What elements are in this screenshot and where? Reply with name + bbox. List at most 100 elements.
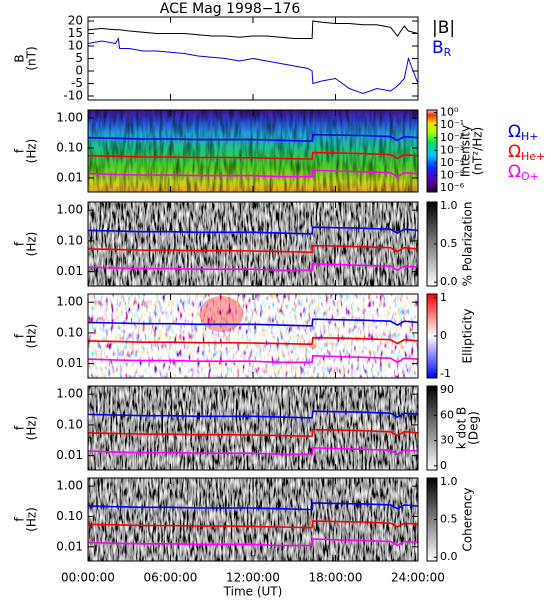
colorbar-tick-label: 60 bbox=[440, 408, 454, 421]
y-tick-label: 5 bbox=[75, 51, 83, 65]
data-line bbox=[87, 446, 419, 456]
data-line bbox=[87, 336, 419, 345]
x-tick-label: 06:00:00 bbox=[144, 571, 198, 585]
legend-name: B bbox=[432, 38, 444, 58]
x-tick-label: 18:00:00 bbox=[309, 571, 363, 585]
y-axis-label: f bbox=[13, 425, 27, 430]
colorbar bbox=[426, 109, 438, 193]
data-line bbox=[87, 20, 419, 39]
spectrogram-image bbox=[88, 202, 418, 286]
spectrogram-texture bbox=[88, 110, 418, 192]
colorbar-tick-label: 10⁻⁶ bbox=[440, 181, 465, 194]
chart-title: ACE Mag 1998−176 bbox=[160, 1, 301, 17]
y-tick-label: 0.01 bbox=[56, 170, 83, 184]
y-tick-label: 0 bbox=[75, 64, 83, 78]
y-axis-label: (Hz) bbox=[25, 139, 39, 164]
y-axis-label: (Hz) bbox=[25, 232, 39, 257]
data-line bbox=[87, 318, 419, 327]
data-line bbox=[87, 262, 419, 272]
x-axis-label: Time (UT) bbox=[223, 585, 283, 599]
legend-entry: ΩO+ bbox=[508, 162, 539, 183]
legend-name: |B| bbox=[432, 18, 455, 38]
y-tick-label: 0.01 bbox=[56, 356, 83, 370]
spectrogram-image bbox=[88, 294, 418, 378]
y-axis-label: (Hz) bbox=[25, 507, 39, 532]
data-line bbox=[87, 169, 419, 178]
plot-frame bbox=[87, 385, 419, 471]
colorbar-label: Intensity bbox=[459, 125, 473, 177]
spectrogram-patch bbox=[199, 296, 244, 332]
data-line bbox=[87, 151, 419, 160]
y-tick-label: 1.00 bbox=[56, 479, 83, 493]
plot-frame bbox=[87, 16, 419, 101]
y-tick-label: 0.01 bbox=[56, 264, 83, 278]
y-tick-label: 0.10 bbox=[56, 509, 83, 523]
plot-frame bbox=[87, 477, 419, 562]
colorbar-label: (Deg) bbox=[467, 411, 481, 445]
colorbar-tick-label: 1.0 bbox=[440, 199, 458, 212]
legend-name: Ω bbox=[508, 162, 521, 182]
legend-name: Ω bbox=[508, 122, 521, 142]
colorbar-tick-label: 0.0 bbox=[440, 550, 458, 563]
y-tick-label: 20 bbox=[68, 14, 83, 28]
y-tick-label: 0.10 bbox=[56, 140, 83, 154]
data-line bbox=[87, 410, 419, 419]
y-axis-label: (nT) bbox=[25, 46, 39, 70]
plot-frame bbox=[87, 293, 419, 379]
colorbar-tick-label: 30 bbox=[440, 434, 454, 447]
y-tick-label: 0.10 bbox=[56, 325, 83, 339]
data-line bbox=[87, 244, 419, 253]
legend-entry: ΩH+ bbox=[508, 122, 539, 143]
plot-frame bbox=[87, 201, 419, 287]
colorbar-tick-label: 0 bbox=[440, 329, 447, 342]
legend-subscript: R bbox=[444, 46, 452, 59]
legend-entry: |B| bbox=[432, 18, 455, 38]
y-tick-label: 0.01 bbox=[56, 539, 83, 553]
data-line bbox=[87, 133, 419, 142]
y-tick-label: 0.10 bbox=[56, 233, 83, 247]
legend-entry: ΩHe+ bbox=[508, 142, 545, 163]
data-line bbox=[87, 226, 419, 235]
legend-subscript: O+ bbox=[521, 170, 539, 183]
plot-frame bbox=[87, 109, 419, 193]
y-axis-label: (Hz) bbox=[25, 416, 39, 441]
colorbar-label: (nT²/Hz) bbox=[471, 127, 485, 175]
spectrogram-image bbox=[88, 386, 418, 470]
data-line bbox=[87, 36, 419, 95]
y-tick-label: 0.01 bbox=[56, 448, 83, 462]
x-tick-label: 12:00:00 bbox=[226, 571, 280, 585]
legend-name: Ω bbox=[508, 142, 521, 162]
colorbar-tick-label: 90 bbox=[440, 383, 454, 396]
colorbar-tick-label: 10⁰ bbox=[440, 106, 459, 119]
colorbar-label: Coherency bbox=[461, 487, 475, 551]
colorbar-tick-label: 10⁻⁵ bbox=[440, 169, 464, 182]
colorbar-tick-label: 10⁻¹ bbox=[440, 118, 464, 131]
colorbar-tick-label: 0.5 bbox=[440, 513, 458, 526]
y-tick-label: -5 bbox=[71, 76, 83, 90]
legend-entry: BR bbox=[432, 38, 452, 59]
y-axis-label: f bbox=[13, 241, 27, 246]
colorbar-tick-label: 0.5 bbox=[440, 237, 458, 250]
data-line bbox=[87, 520, 419, 529]
data-line bbox=[87, 428, 419, 437]
colorbar-tick-label: 10⁻³ bbox=[440, 143, 464, 156]
y-axis-label: B bbox=[13, 54, 27, 62]
y-tick-label: 0.10 bbox=[56, 417, 83, 431]
data-line bbox=[87, 538, 419, 547]
colorbar-tick-label: 0 bbox=[440, 459, 447, 472]
spectrogram-image bbox=[88, 478, 418, 561]
colorbar-label: % Polarization bbox=[461, 202, 475, 287]
colorbar-tick-label: 10⁻⁴ bbox=[440, 156, 465, 169]
y-tick-label: 10 bbox=[68, 39, 83, 53]
x-tick-label: 24:00:00 bbox=[391, 571, 445, 585]
colorbar-tick-label: 1.0 bbox=[440, 475, 458, 488]
colorbar-tick-label: 0.0 bbox=[440, 275, 458, 288]
data-line bbox=[87, 502, 419, 511]
y-tick-label: 1.00 bbox=[56, 295, 83, 309]
colorbar-tick-label: 1 bbox=[440, 291, 447, 304]
colorbar-label: Ellipticity bbox=[461, 309, 475, 364]
y-tick-label: 1.00 bbox=[56, 387, 83, 401]
colorbar-label: k dot B bbox=[455, 407, 469, 449]
y-tick-label: 1.00 bbox=[56, 203, 83, 217]
